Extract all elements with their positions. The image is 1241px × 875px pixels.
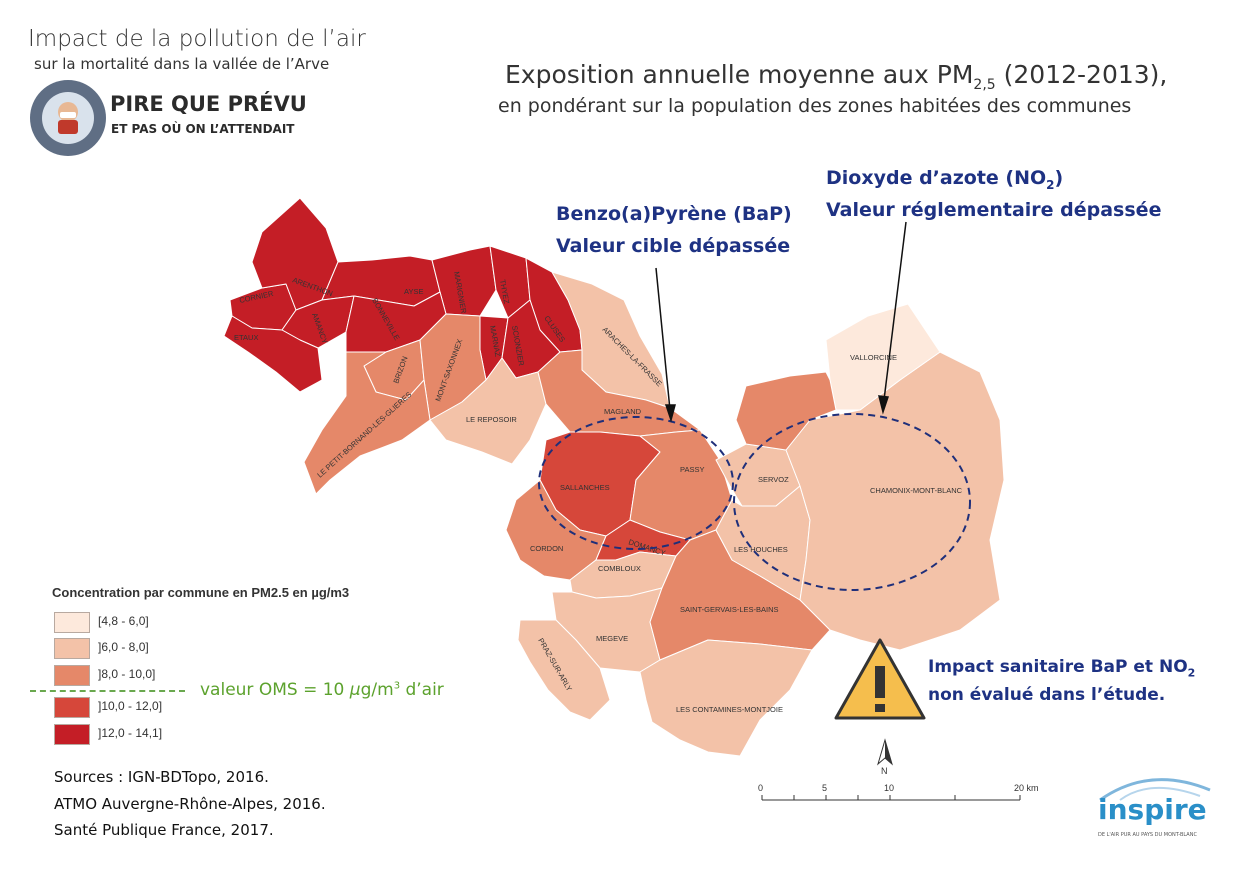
scale-tick-20: 20 km <box>1014 783 1039 793</box>
legend-label: ]10,0 - 12,0] <box>98 699 163 713</box>
oms-threshold-line <box>30 690 185 692</box>
commune-les-contamines <box>639 639 813 757</box>
scale-bar <box>761 795 1021 801</box>
header-subtitle: sur la mortalité dans la vallée de l’Arv… <box>34 55 330 73</box>
brand-name: inspire <box>1098 793 1207 826</box>
impact-note-line1: Impact sanitaire BaP et NO2 <box>928 657 1195 679</box>
oms-suffix: d’air <box>400 680 444 700</box>
impact-note-sub: 2 <box>1187 666 1196 680</box>
oms-threshold-text: valeur OMS = 10 µg/m3 d’air <box>200 680 444 700</box>
campaign-title: PIRE QUE PRÉVU <box>110 92 307 116</box>
label-les-houches: LES HOUCHES <box>734 545 788 554</box>
oms-unit: g/m <box>360 680 394 700</box>
communes-layer <box>223 197 1005 757</box>
no2-title-text: Dioxyde d’azote (NO <box>826 167 1047 189</box>
legend-label: ]12,0 - 14,1] <box>98 726 163 740</box>
campaign-subtitle: ET PAS OÙ ON L’ATTENDAIT <box>111 122 295 136</box>
label-vallorcine: VALLORCINE <box>850 353 897 362</box>
label-le-reposoir: LE REPOSOIR <box>466 415 517 424</box>
north-letter: N <box>881 766 888 776</box>
header-title: Impact de la pollution de l’air <box>28 26 366 52</box>
label-combloux: COMBLOUX <box>598 564 641 573</box>
legend-label: ]8,0 - 10,0] <box>98 667 156 681</box>
main-title: Exposition annuelle moyenne aux PM2,5 (2… <box>505 60 1167 93</box>
label-saint-gervais: SAINT-GERVAIS-LES-BAINS <box>680 605 779 614</box>
main-subtitle: en pondérant sur la population des zones… <box>498 95 1132 117</box>
commune-etaux <box>223 315 323 393</box>
legend-label: [4,8 - 6,0] <box>98 614 149 628</box>
legend-swatch <box>54 612 90 633</box>
source-line-3: Santé Publique France, 2017. <box>54 821 274 839</box>
label-magland: MAGLAND <box>604 407 642 416</box>
oms-mu: µ <box>349 680 361 700</box>
bap-title: Benzo(a)Pyrène (BaP) <box>556 203 792 225</box>
scale-tick-10: 10 <box>884 783 894 793</box>
campaign-badge-icon <box>30 80 106 156</box>
oms-sup: 3 <box>393 680 401 692</box>
label-sallanches: SALLANCHES <box>560 483 610 492</box>
scale-tick-0: 0 <box>758 783 763 793</box>
commune-le-reposoir <box>429 357 547 465</box>
legend-label: ]6,0 - 8,0] <box>98 640 149 654</box>
impact-note-line2: non évalué dans l’étude. <box>928 685 1166 705</box>
warning-icon <box>834 638 926 720</box>
legend-swatch <box>54 665 90 686</box>
main-title-suffix: (2012-2013), <box>995 60 1168 89</box>
legend-swatch <box>54 697 90 718</box>
label-passy: PASSY <box>680 465 704 474</box>
commune-east-upper <box>735 371 837 451</box>
north-arrow-icon: N <box>877 738 893 776</box>
main-title-prefix: Exposition annuelle moyenne aux PM <box>505 60 974 89</box>
no2-text: Valeur réglementaire dépassée <box>826 199 1162 221</box>
commune-le-petit-bornand <box>303 351 431 495</box>
main-title-sub: 2,5 <box>973 77 996 93</box>
label-cordon: CORDON <box>530 544 563 553</box>
inspire-logo-icon <box>1099 778 1211 802</box>
brand-tagline: DE L'AIR PUR AU PAYS DU MONT-BLANC <box>1098 832 1197 838</box>
no2-arrow <box>878 221 907 415</box>
commune-praz-sur-arly <box>517 619 611 721</box>
bap-zone-ellipse <box>538 416 734 550</box>
label-servoz: SERVOZ <box>758 475 789 484</box>
label-ayse: AYSE <box>404 287 423 296</box>
legend-swatch <box>54 724 90 745</box>
label-etaux: ETAUX <box>234 333 258 342</box>
label-thyez: THYEZ <box>498 279 511 305</box>
no2-title-close: ) <box>1054 167 1064 189</box>
label-chamonix: CHAMONIX-MONT-BLANC <box>870 486 963 495</box>
source-line-2: ATMO Auvergne-Rhône-Alpes, 2016. <box>54 795 326 813</box>
legend-title: Concentration par commune en PM2.5 en µg… <box>52 585 350 600</box>
impact-note-prefix: Impact sanitaire BaP et NO <box>928 657 1188 677</box>
scale-tick-5: 5 <box>822 783 827 793</box>
bap-arrow <box>655 267 676 423</box>
label-les-contamines: LES CONTAMINES-MONTJOIE <box>676 705 783 714</box>
source-line-1: Sources : IGN-BDTopo, 2016. <box>54 768 269 786</box>
oms-prefix: valeur OMS = 10 <box>200 680 350 700</box>
no2-zone-ellipse <box>733 413 971 591</box>
label-megeve: MEGEVE <box>596 634 628 643</box>
no2-title-sub: 2 <box>1046 177 1055 192</box>
legend-swatch <box>54 638 90 659</box>
bap-text: Valeur cible dépassée <box>556 235 791 257</box>
no2-title: Dioxyde d’azote (NO2) <box>826 167 1063 192</box>
